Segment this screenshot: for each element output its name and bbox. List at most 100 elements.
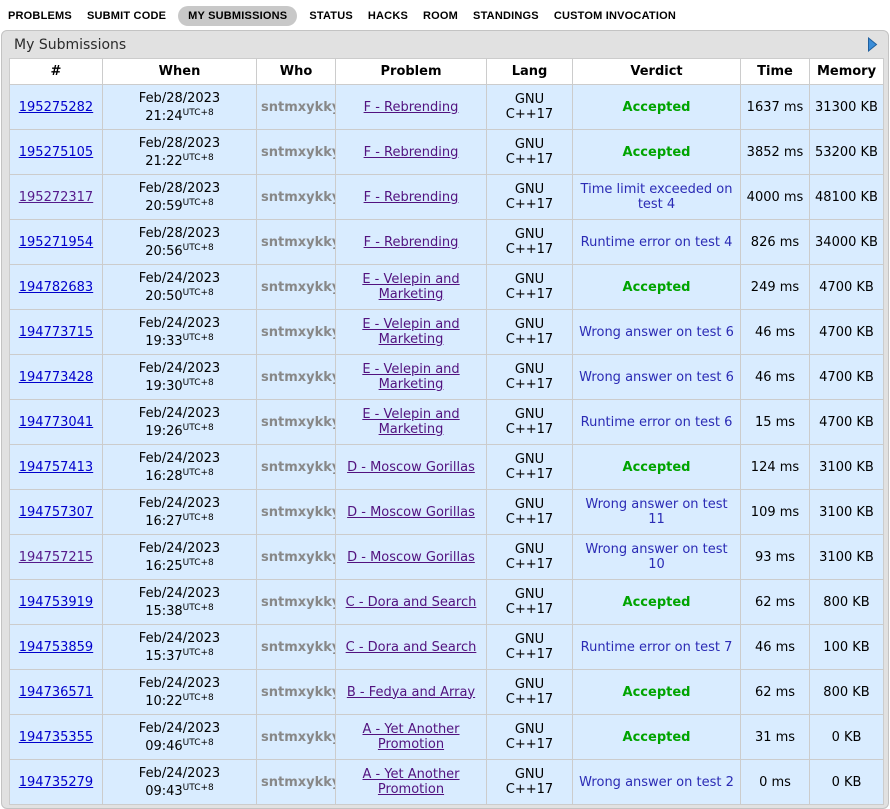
who-cell: sntmxykky: [256, 579, 336, 625]
submission-id-link[interactable]: 194773041: [18, 414, 94, 430]
submission-id-link[interactable]: 194753859: [18, 639, 94, 655]
problem-link[interactable]: E - Velepin and Marketing: [362, 407, 460, 437]
submission-id-link[interactable]: 195275105: [18, 144, 94, 160]
submission-id-link[interactable]: 194757215: [18, 549, 94, 565]
timezone-label: UTC+8: [182, 332, 214, 343]
nav-item-room[interactable]: ROOM: [423, 9, 459, 22]
submission-id-link[interactable]: 194757307: [18, 504, 94, 520]
verdict-text: Accepted: [622, 99, 691, 115]
nav-item-hacks[interactable]: HACKS: [367, 9, 409, 22]
lang-cell: GNU C++17: [486, 489, 573, 535]
lang-cell: GNU C++17: [486, 759, 573, 805]
submission-id-link[interactable]: 194782683: [18, 279, 94, 295]
lang-cell: GNU C++17: [486, 444, 573, 490]
user-handle-link[interactable]: sntmxykky: [261, 144, 336, 160]
submission-time: 09:43UTC+8: [145, 782, 214, 799]
submission-id-link[interactable]: 195271954: [18, 234, 94, 250]
memory-cell: 3100 KB: [809, 489, 884, 535]
problem-link[interactable]: B - Fedya and Array: [346, 684, 476, 700]
problem-link[interactable]: C - Dora and Search: [345, 594, 477, 610]
submission-id-link[interactable]: 194773428: [18, 369, 94, 385]
user-handle-link[interactable]: sntmxykky: [261, 324, 336, 340]
user-handle-link[interactable]: sntmxykky: [261, 234, 336, 250]
user-handle-link[interactable]: sntmxykky: [261, 774, 336, 790]
problem-link[interactable]: E - Velepin and Marketing: [362, 272, 460, 302]
timezone-label: UTC+8: [182, 512, 214, 523]
user-handle-link[interactable]: sntmxykky: [261, 414, 336, 430]
submission-id-cell: 194736571: [9, 669, 103, 715]
time-cell: 249 ms: [740, 264, 810, 310]
user-handle-link[interactable]: sntmxykky: [261, 459, 336, 475]
expand-arrow-icon[interactable]: [867, 37, 878, 52]
nav-item-custom-invocation[interactable]: CUSTOM INVOCATION: [553, 9, 676, 22]
user-handle-link[interactable]: sntmxykky: [261, 99, 336, 115]
timezone-label: UTC+8: [182, 557, 214, 568]
submission-id-link[interactable]: 194773715: [18, 324, 94, 340]
problem-link[interactable]: E - Velepin and Marketing: [362, 317, 460, 347]
problem-link[interactable]: F - Rebrending: [363, 234, 459, 250]
user-handle-link[interactable]: sntmxykky: [261, 729, 336, 745]
header-when: When: [102, 58, 257, 85]
submission-id-link[interactable]: 195275282: [18, 99, 94, 115]
verdict-text: Accepted: [622, 729, 691, 745]
submission-date: Feb/24/2023: [138, 495, 221, 511]
memory-cell: 3100 KB: [809, 444, 884, 490]
problem-cell: C - Dora and Search: [335, 579, 487, 625]
problem-link[interactable]: F - Rebrending: [363, 189, 459, 205]
table-row: 195272317 Feb/28/2023 20:59UTC+8 sntmxyk…: [9, 174, 884, 220]
verdict-cell: Runtime error on test 7: [572, 624, 741, 670]
user-handle-link[interactable]: sntmxykky: [261, 549, 336, 565]
when-cell: Feb/24/2023 19:26UTC+8: [102, 399, 257, 445]
nav-item-my-submissions[interactable]: MY SUBMISSIONS: [178, 5, 298, 26]
submission-id-cell: 194753919: [9, 579, 103, 625]
nav-item-problems[interactable]: PROBLEMS: [8, 9, 72, 22]
who-cell: sntmxykky: [256, 624, 336, 670]
verdict-cell: Runtime error on test 4: [572, 219, 741, 265]
submission-date: Feb/24/2023: [138, 630, 221, 646]
problem-link[interactable]: D - Moscow Gorillas: [347, 549, 475, 565]
user-handle-link[interactable]: sntmxykky: [261, 684, 336, 700]
submission-time: 19:26UTC+8: [145, 422, 214, 439]
user-handle-link[interactable]: sntmxykky: [261, 189, 336, 205]
submission-id-link[interactable]: 194735279: [18, 774, 94, 790]
user-handle-link[interactable]: sntmxykky: [261, 369, 336, 385]
problem-link[interactable]: E - Velepin and Marketing: [362, 362, 460, 392]
user-handle-link[interactable]: sntmxykky: [261, 639, 336, 655]
nav-item-status[interactable]: STATUS: [309, 9, 353, 22]
problem-cell: F - Rebrending: [335, 84, 487, 130]
user-handle-link[interactable]: sntmxykky: [261, 279, 336, 295]
problem-link[interactable]: A - Yet Another Promotion: [362, 767, 460, 797]
header-time: Time: [740, 58, 810, 85]
submission-time: 15:38UTC+8: [145, 602, 214, 619]
table-row: 194757215 Feb/24/2023 16:25UTC+8 sntmxyk…: [9, 534, 884, 580]
problem-link[interactable]: C - Dora and Search: [345, 639, 477, 655]
submission-date: Feb/24/2023: [138, 585, 221, 601]
problem-cell: E - Velepin and Marketing: [335, 264, 487, 310]
nav-item-submit-code[interactable]: SUBMIT CODE: [86, 9, 167, 22]
when-cell: Feb/28/2023 21:24UTC+8: [102, 84, 257, 130]
problem-link[interactable]: A - Yet Another Promotion: [362, 722, 460, 752]
problem-cell: F - Rebrending: [335, 129, 487, 175]
submission-id-link[interactable]: 194735355: [18, 729, 94, 745]
verdict-text: Wrong answer on test 6: [579, 324, 734, 340]
user-handle-link[interactable]: sntmxykky: [261, 504, 336, 520]
problem-link[interactable]: D - Moscow Gorillas: [347, 459, 475, 475]
timezone-label: UTC+8: [182, 107, 214, 118]
submission-id-link[interactable]: 194736571: [18, 684, 94, 700]
verdict-text: Wrong answer on test 6: [579, 369, 734, 385]
submission-id-link[interactable]: 195272317: [18, 189, 94, 205]
submission-id-link[interactable]: 194757413: [18, 459, 94, 475]
memory-cell: 4700 KB: [809, 399, 884, 445]
problem-cell: D - Moscow Gorillas: [335, 534, 487, 580]
problem-link[interactable]: D - Moscow Gorillas: [347, 504, 475, 520]
submission-id-link[interactable]: 194753919: [18, 594, 94, 610]
submission-time: 16:25UTC+8: [145, 557, 214, 574]
problem-link[interactable]: F - Rebrending: [363, 144, 459, 160]
submission-time: 19:30UTC+8: [145, 377, 214, 394]
problem-link[interactable]: F - Rebrending: [363, 99, 459, 115]
time-cell: 62 ms: [740, 579, 810, 625]
nav-item-standings[interactable]: STANDINGS: [473, 9, 539, 22]
submission-date: Feb/28/2023: [138, 180, 221, 196]
user-handle-link[interactable]: sntmxykky: [261, 594, 336, 610]
table-header-row: # When Who Problem Lang Verdict Time Mem…: [9, 58, 884, 85]
